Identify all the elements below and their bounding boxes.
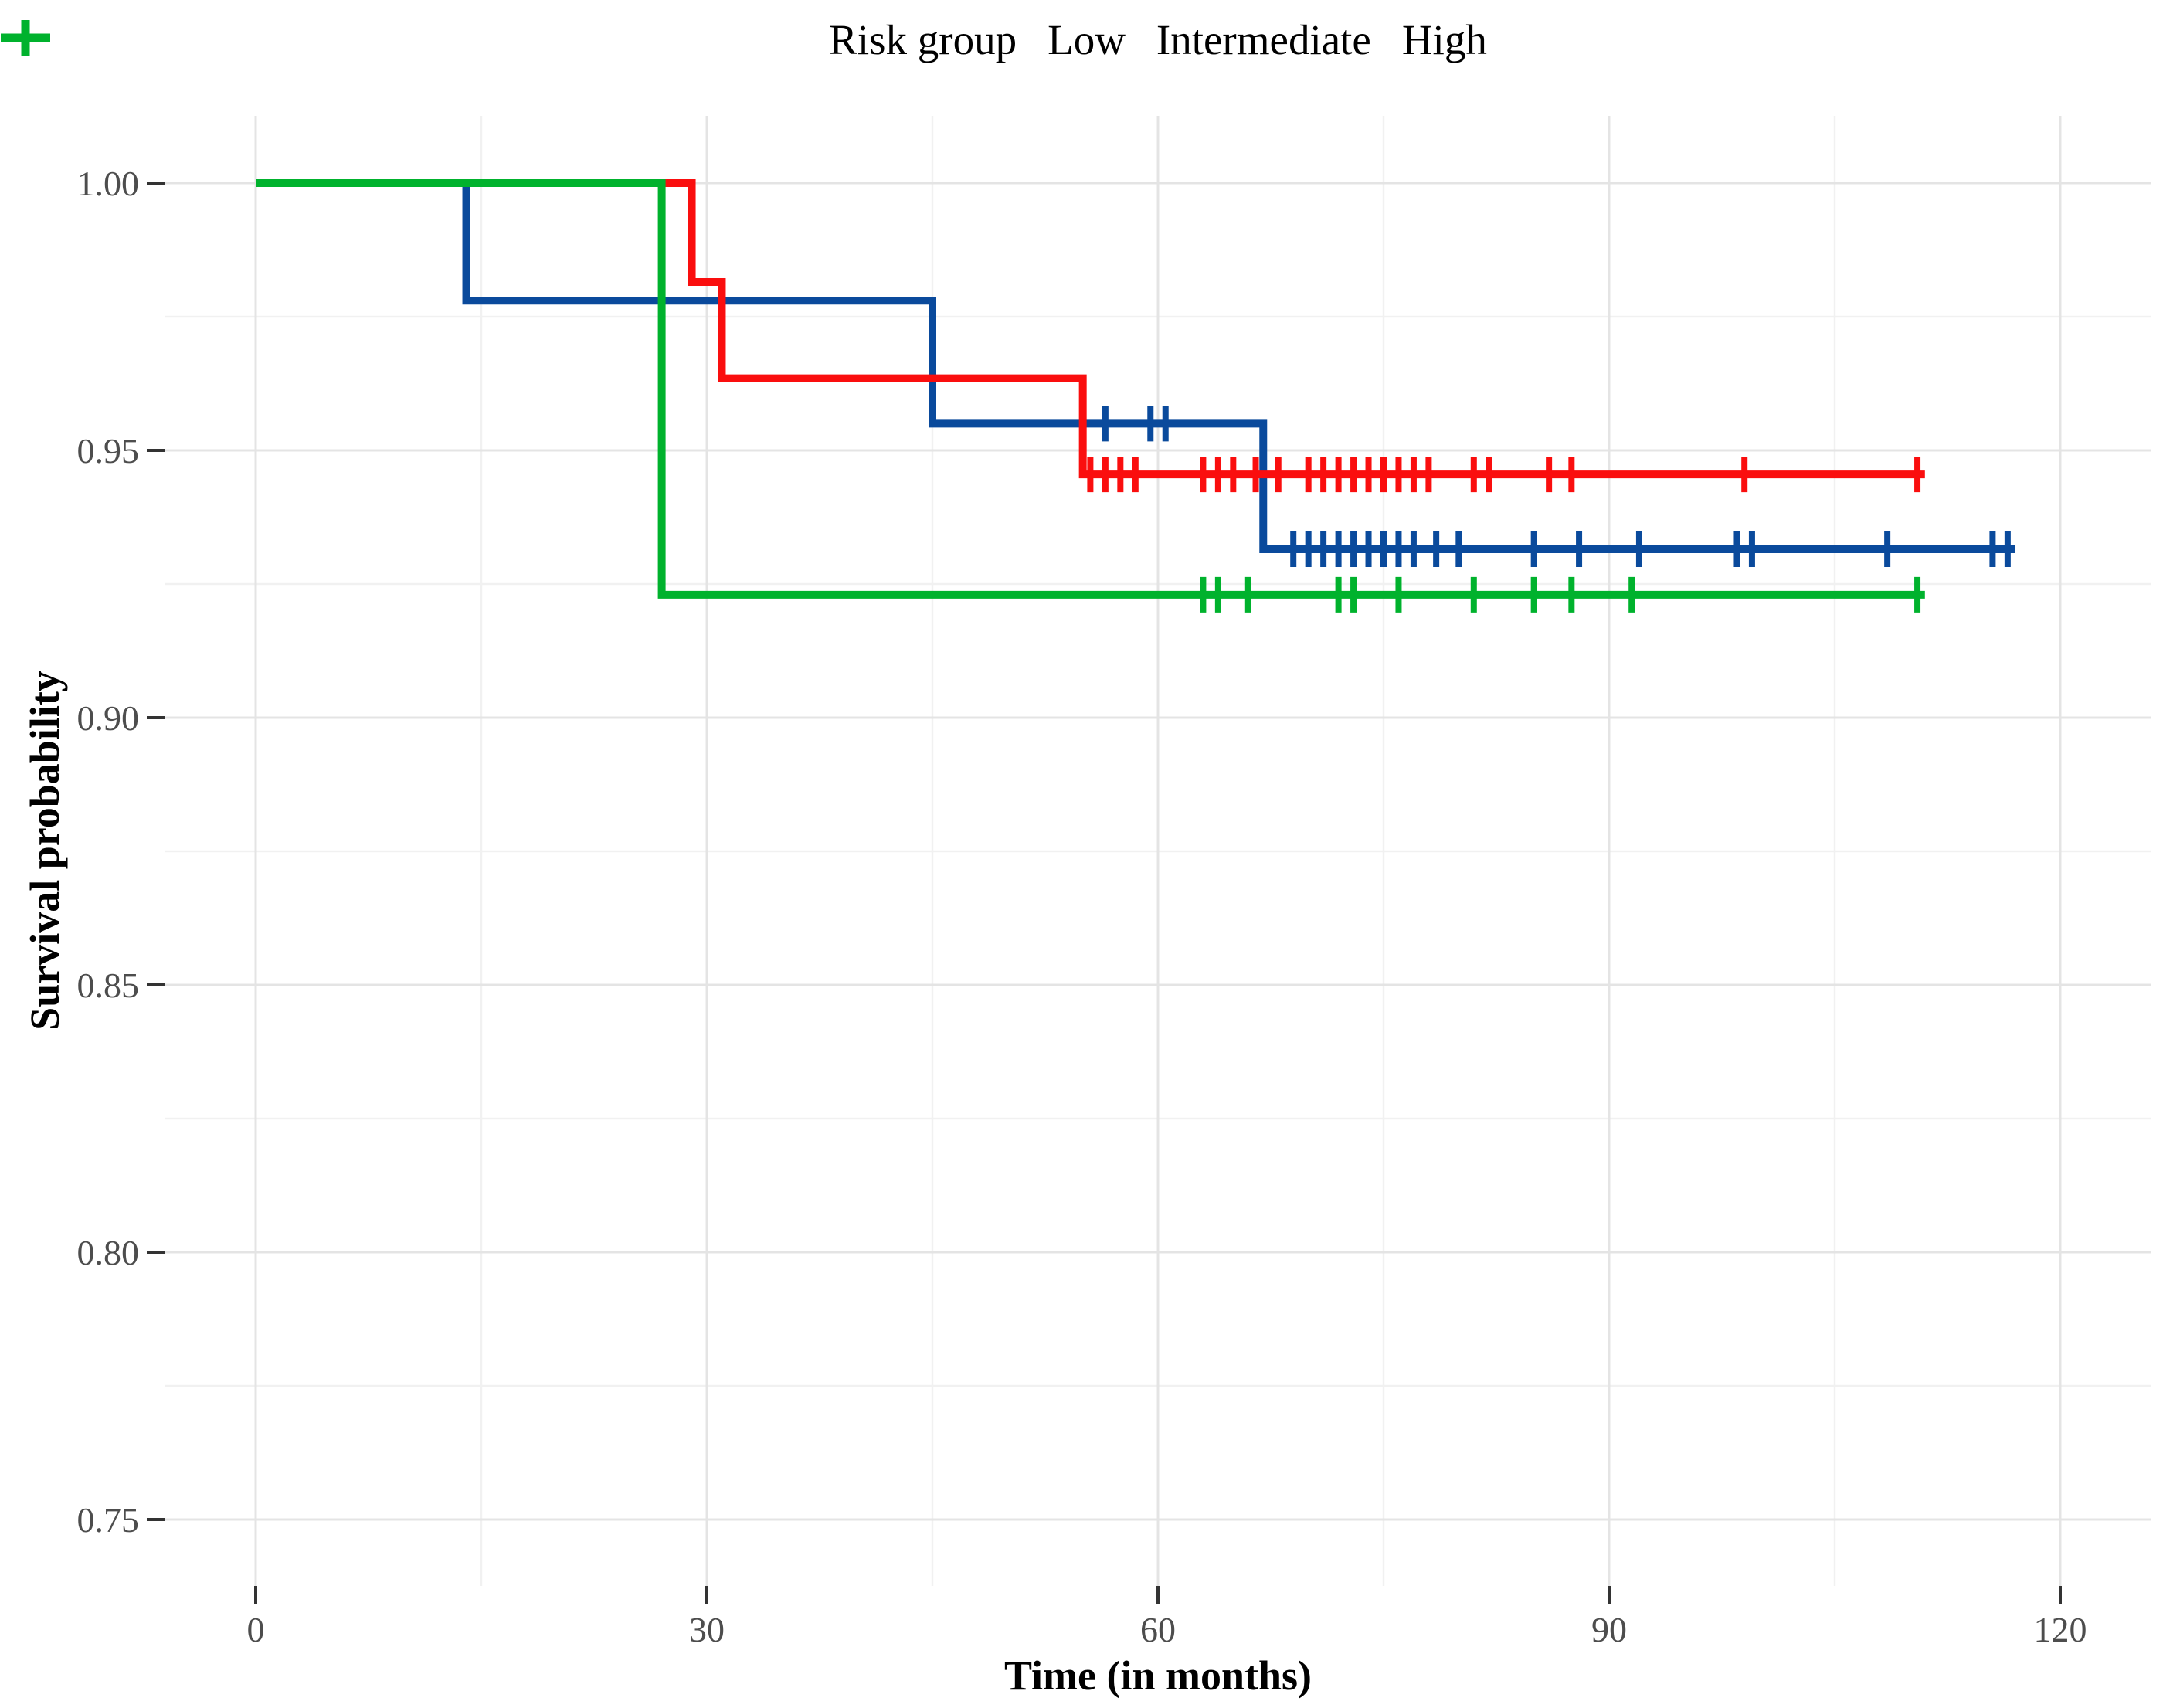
y-axis-tick-label: 0.95 [77,431,140,470]
y-axis-tick-label: 1.00 [77,164,140,203]
legend-item-intermediate: Intermediate [1,15,1371,64]
x-axis-tick-label: 30 [689,1610,725,1649]
series-layer [256,179,2015,613]
survival-curve-intermediate [256,179,1925,479]
survival-curve-low [256,179,2015,554]
legend: Risk group Low Intermediate High [0,15,2163,64]
x-axis-tick-label: 90 [1591,1610,1627,1649]
y-axis-tick-label: 0.90 [77,698,140,738]
axis-tick-layer: 0 30 60 90 120 1.00 0.95 0.90 0.85 0.80 0.75 [77,164,2087,1649]
x-axis-tick-label: 60 [1140,1610,1176,1649]
x-axis-title: Time (in months) [1003,1652,1312,1699]
legend-item-high: High [1,15,1487,64]
legend-item-label: High [1401,16,1487,63]
legend-item-label: Intermediate [1156,16,1371,63]
y-axis-tick-label: 0.80 [77,1233,140,1272]
plus-marker-icon-high [1,20,50,56]
legend-title: Risk group [829,16,1017,63]
legend-item-low: Low [1,15,1126,64]
legend-item-label: Low [1048,16,1126,63]
y-axis-tick-label: 0.75 [77,1500,140,1540]
y-axis-tick-label: 0.85 [77,966,140,1005]
grid-layer [165,116,2151,1586]
x-axis-tick-label: 120 [2034,1610,2087,1649]
x-axis-tick-label: 0 [247,1610,265,1649]
survival-curve-high [256,179,1925,599]
y-axis-title: Survival probability [22,671,68,1031]
